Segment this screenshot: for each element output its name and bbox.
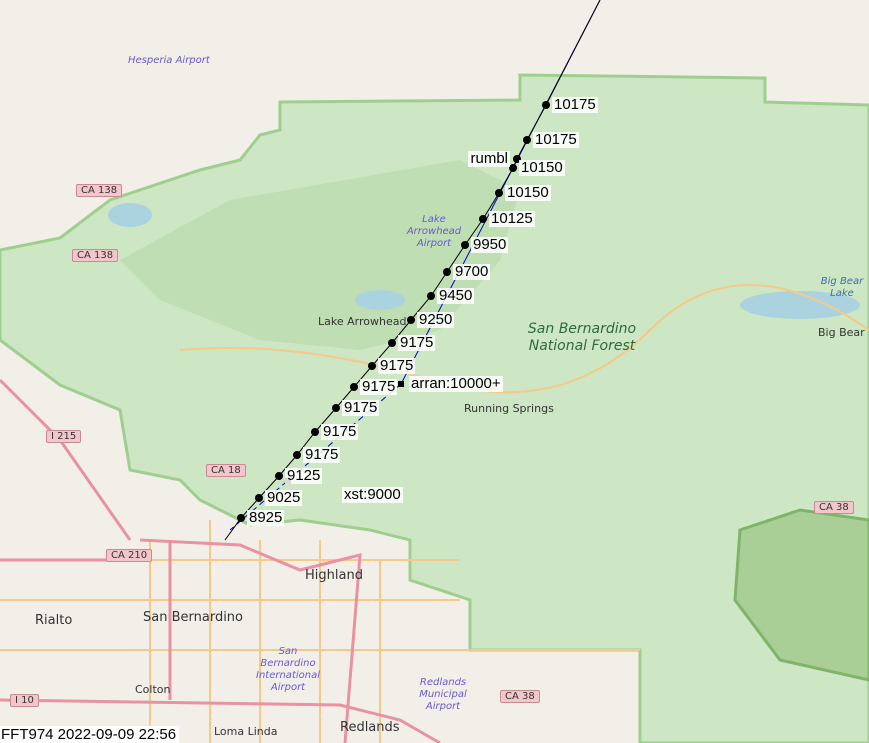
highway-shield: CA 18 bbox=[206, 464, 246, 477]
wilderness-area bbox=[733, 508, 869, 682]
track-point-altitude-label: 10175 bbox=[533, 131, 579, 148]
track-point[interactable] bbox=[293, 451, 301, 459]
roads bbox=[0, 284, 869, 743]
track-point[interactable] bbox=[542, 101, 550, 109]
track-point[interactable] bbox=[523, 136, 531, 144]
hesperia-airport-label: Hesperia Airport bbox=[128, 55, 210, 66]
track-point-altitude-label: 9175 bbox=[398, 334, 436, 351]
track-point[interactable] bbox=[427, 292, 435, 300]
track-point-altitude-label: 8925 bbox=[247, 509, 285, 526]
track-point[interactable] bbox=[255, 494, 263, 502]
highway-shield: I 215 bbox=[46, 430, 82, 443]
big-bear-lake-town-label: Big Bear L bbox=[818, 326, 869, 339]
track-point[interactable] bbox=[479, 215, 487, 223]
track-point[interactable] bbox=[237, 514, 245, 522]
track-point-altitude-label: 10150 bbox=[505, 184, 551, 201]
track-point-altitude-label: 9175 bbox=[360, 378, 398, 395]
route-fix-label: xst:9000 bbox=[342, 486, 403, 503]
colton-label: Colton bbox=[135, 683, 171, 696]
route-fix-point[interactable] bbox=[398, 381, 404, 387]
big-bear-lake-water-label: Big Bear Lake bbox=[820, 276, 864, 299]
track-point[interactable] bbox=[461, 241, 469, 249]
loma-linda-label: Loma Linda bbox=[214, 725, 278, 738]
lake-arrowhead-water bbox=[355, 290, 405, 310]
highway-shield: I 10 bbox=[10, 694, 39, 707]
track-point[interactable] bbox=[509, 164, 517, 172]
track-point-altitude-label: 9450 bbox=[437, 287, 475, 304]
big-bear-lake-water bbox=[740, 291, 860, 319]
flight-caption: FFT974 2022-09-09 22:56 bbox=[0, 726, 180, 743]
track-point-altitude-label: 10150 bbox=[519, 159, 565, 176]
national-forest-label: San Bernardino National Forest bbox=[527, 321, 637, 354]
highway-shield: CA 210 bbox=[106, 549, 153, 562]
track-point[interactable] bbox=[350, 383, 358, 391]
forest-dark-area bbox=[120, 160, 520, 350]
highland-label: Highland bbox=[305, 568, 363, 583]
redlands-airport-label: Redlands Municipal Airport bbox=[419, 677, 467, 712]
track-point-altitude-label: 9175 bbox=[342, 399, 380, 416]
sb-airport-label: San Bernardino International Airport bbox=[256, 646, 320, 693]
track-point-altitude-label: 9250 bbox=[417, 311, 455, 328]
track-point[interactable] bbox=[311, 428, 319, 436]
track-point[interactable] bbox=[332, 404, 340, 412]
running-springs-label: Running Springs bbox=[464, 402, 554, 415]
track-point-altitude-label: 10175 bbox=[552, 96, 598, 113]
track-point-altitude-label: 9700 bbox=[453, 263, 491, 280]
lake-arrowhead-airport-label: Lake Arrowhead Airport bbox=[406, 214, 462, 249]
track-point-altitude-label: 9175 bbox=[303, 446, 341, 463]
track-point[interactable] bbox=[495, 189, 503, 197]
track-point[interactable] bbox=[368, 362, 376, 370]
track-point-altitude-label: 9175 bbox=[321, 423, 359, 440]
highway-shield: CA 138 bbox=[76, 184, 123, 197]
track-point-altitude-label: 9950 bbox=[471, 236, 509, 253]
lake-arrowhead-label: Lake Arrowhead bbox=[318, 315, 407, 328]
track-point[interactable] bbox=[275, 472, 283, 480]
track-point-altitude-label: 9025 bbox=[265, 489, 303, 506]
route-fix-label: arran:10000+ bbox=[409, 375, 503, 392]
track-point[interactable] bbox=[443, 268, 451, 276]
track-point-altitude-label: 9175 bbox=[378, 357, 416, 374]
highway-shield: CA 38 bbox=[814, 501, 854, 514]
track-point-altitude-label: rumbl bbox=[468, 150, 510, 167]
track-point[interactable] bbox=[388, 339, 396, 347]
highway-shield: CA 38 bbox=[500, 690, 540, 703]
rialto-label: Rialto bbox=[35, 613, 73, 628]
highway-shield: CA 138 bbox=[72, 249, 119, 262]
redlands-label: Redlands bbox=[340, 720, 400, 735]
track-point[interactable] bbox=[407, 316, 415, 324]
san-bernardino-label: San Bernardino bbox=[143, 610, 244, 625]
silverwood-lake bbox=[108, 203, 152, 227]
track-point-altitude-label: 9125 bbox=[285, 467, 323, 484]
track-point-altitude-label: 10125 bbox=[489, 210, 535, 227]
